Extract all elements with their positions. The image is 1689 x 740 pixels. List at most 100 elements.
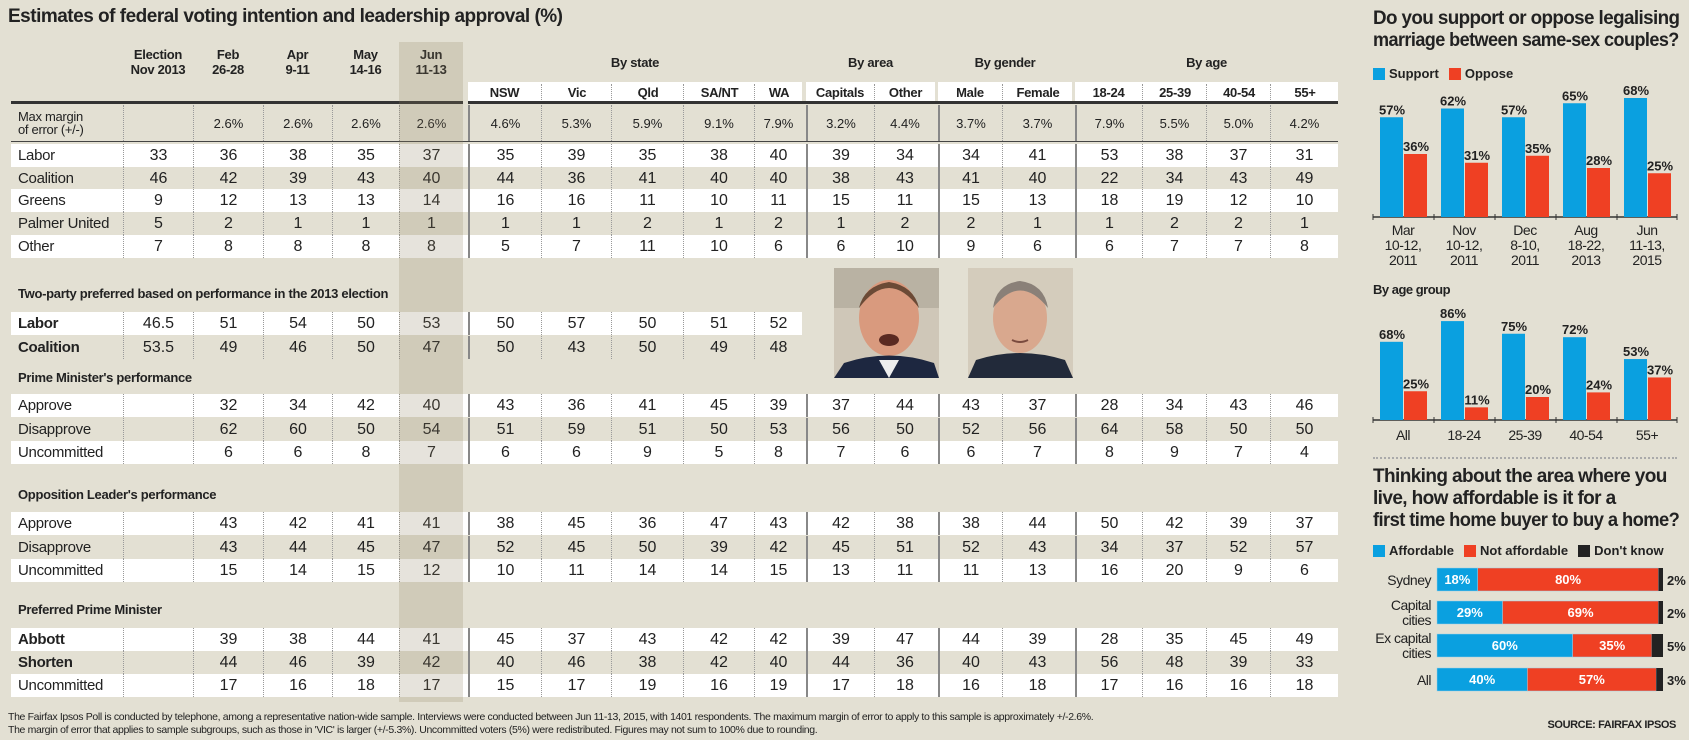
page-title: Estimates of federal voting intention an…: [8, 6, 563, 27]
table-cell: 6: [874, 441, 935, 464]
table-cell: 39: [1206, 512, 1270, 535]
table-cell: 7: [1206, 441, 1270, 464]
table-cell: 4.6%: [468, 105, 541, 141]
column-header: Capitals: [815, 85, 865, 100]
table-cell: 49: [1270, 628, 1338, 651]
table-cell: 9: [611, 441, 683, 464]
bar-oppose: [1404, 391, 1427, 420]
table-cell: 15: [938, 189, 1002, 212]
table-cell: 40: [399, 167, 463, 190]
divider: [1373, 457, 1677, 459]
table-cell: 11: [874, 559, 935, 582]
table-cell: 44: [806, 651, 874, 674]
table-cell: 50: [1270, 418, 1338, 441]
table-cell: 48: [754, 336, 802, 359]
table-cell: 54: [399, 418, 463, 441]
table-cell: 10: [683, 189, 754, 212]
table-cell: 17: [193, 674, 263, 697]
category-label: 2011: [1450, 252, 1479, 268]
table-cell: 43: [1206, 394, 1270, 417]
data-label: 40%: [1469, 672, 1495, 687]
bar-support: [1441, 108, 1464, 217]
table-cell: 43: [754, 512, 802, 535]
category-label: 10-12,: [1385, 237, 1422, 253]
table-cell: 1: [1002, 212, 1072, 235]
row-label: Coalition: [18, 339, 80, 356]
table-cell: 14: [263, 559, 332, 582]
table-cell: 16: [683, 674, 754, 697]
header-line: Jun: [419, 47, 443, 62]
margin-rule: [11, 141, 1338, 142]
section-heading: Prime Minister's performance: [18, 370, 192, 385]
column-header: Male: [956, 85, 984, 100]
table-cell: 42: [1142, 512, 1206, 535]
column-header: Vic: [541, 84, 612, 102]
table-cell: 15: [332, 559, 399, 582]
data-label: 57%: [1501, 102, 1527, 117]
table-cell: 13: [332, 189, 399, 212]
column-header: 18-24: [1092, 85, 1125, 100]
table-cell: 50: [468, 312, 541, 335]
age-group-subtitle: By age group: [1373, 282, 1451, 297]
table-cell: 41: [332, 512, 399, 535]
table-cell: 10: [1270, 189, 1338, 212]
footnote-line-1: The Fairfax Ipsos Poll is conducted by t…: [8, 711, 1094, 723]
table-cell: 5.3%: [541, 105, 611, 141]
table-cell: 9: [938, 235, 1002, 258]
table-cell: 1: [468, 212, 541, 235]
table-cell: 14: [399, 189, 463, 212]
bar-segment: [1656, 668, 1663, 691]
row-label: Uncommitted: [18, 677, 104, 694]
table-cell: 41: [611, 167, 683, 190]
table-cell: 41: [399, 628, 463, 651]
table-cell: 57: [541, 312, 611, 335]
table-cell: 59: [541, 418, 611, 441]
bar-segment: [1658, 568, 1663, 591]
table-cell: 50: [611, 536, 683, 559]
table-cell: 38: [938, 512, 1002, 535]
table-cell: 2.6%: [399, 105, 463, 141]
header-line: Election: [133, 47, 183, 62]
data-label: 68%: [1379, 327, 1405, 342]
table-cell: 35: [332, 144, 399, 167]
bar-oppose: [1526, 397, 1549, 420]
table-cell: 8: [193, 235, 263, 258]
row-label: Max margin of error (+/-): [11, 105, 123, 141]
table-cell: 39: [683, 536, 754, 559]
table-cell: 12: [399, 559, 463, 582]
table-cell: 43: [468, 394, 541, 417]
table-cell: 33: [123, 144, 193, 167]
category-label: Aug: [1574, 222, 1597, 238]
table-cell: 19: [754, 674, 802, 697]
table-cell: 36: [874, 651, 935, 674]
legend-label: Affordable: [1389, 543, 1454, 558]
category-label: cities: [1402, 645, 1431, 661]
table-cell: 6: [193, 441, 263, 464]
table-cell: 58: [1142, 418, 1206, 441]
table-cell: [123, 394, 193, 417]
footnote-line-2: The margin of error that applies to samp…: [8, 724, 818, 736]
table-cell: 5: [468, 235, 541, 258]
title-line: Do you support or oppose legalising: [1373, 8, 1680, 29]
table-cell: 44: [468, 167, 541, 190]
category-label: 2011: [1389, 252, 1418, 268]
table-row: Coalition 46 42 39 43 40 44 36 41 40 40 38 43 41 40 22 3…: [0, 167, 1338, 190]
header-line: May: [353, 47, 378, 62]
support-swatch: [1373, 67, 1385, 80]
table-cell: 56: [1002, 418, 1072, 441]
table-cell: 50: [874, 418, 935, 441]
data-label: 11%: [1464, 392, 1490, 407]
table-cell: 44: [263, 536, 332, 559]
table-cell: 1: [541, 212, 611, 235]
table-cell: 47: [399, 336, 463, 359]
data-label: 86%: [1440, 306, 1466, 321]
column-header: Apr 9-11: [263, 47, 332, 77]
not-affordable-swatch: [1464, 544, 1476, 557]
legend-label: Support: [1389, 66, 1439, 81]
table-cell: 34: [263, 394, 332, 417]
table-cell: 51: [468, 418, 541, 441]
table-cell: 7: [123, 235, 193, 258]
table-cell: 40: [754, 167, 802, 190]
label-line: of error (+/-): [18, 122, 84, 137]
table-cell: 3.7%: [1002, 105, 1072, 141]
